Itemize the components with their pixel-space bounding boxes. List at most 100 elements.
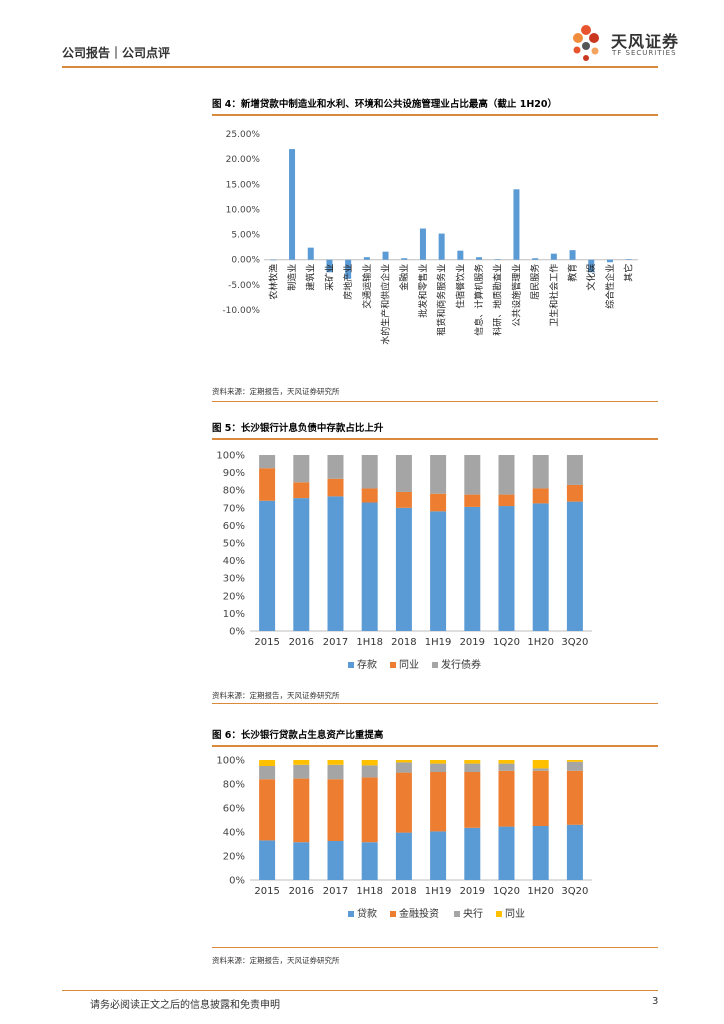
x-tick-label: 1H18 xyxy=(356,637,383,648)
bar-18 xyxy=(588,259,595,273)
bar-金融投资-2016 xyxy=(293,778,310,843)
x-tick-label: 1Q20 xyxy=(493,637,520,648)
bar-央行-1H19 xyxy=(430,763,447,772)
y-tick-label: 80% xyxy=(223,780,245,791)
bar-12 xyxy=(476,257,483,260)
bar-13 xyxy=(494,259,501,260)
bar-贷款-2015 xyxy=(259,840,276,880)
bar-存款-1H19 xyxy=(430,511,447,631)
legend-swatch-1 xyxy=(348,911,354,917)
x-tick-label: 2017 xyxy=(323,637,348,648)
bar-同业-2016 xyxy=(293,760,310,765)
x-category-label: 制造业 xyxy=(286,264,298,291)
x-category-label: 信息、计算机服务 xyxy=(473,264,485,336)
y-tick-label: 20% xyxy=(223,852,245,863)
bar-同业-2017 xyxy=(327,478,344,497)
figure-6-source: 资料来源：定期报告，天风证券研究所 xyxy=(212,956,340,965)
bar-同业-1H18 xyxy=(361,760,378,766)
bar-贷款-1H19 xyxy=(430,831,447,880)
bar-贷款-3Q20 xyxy=(566,824,583,880)
bar-发行债券-2015 xyxy=(259,455,276,469)
y-tick-label: 20% xyxy=(223,591,245,602)
x-category-label: 建筑业 xyxy=(305,264,317,291)
x-tick-label: 2017 xyxy=(323,886,348,897)
x-tick-label: 3Q20 xyxy=(561,637,588,648)
bar-金融投资-1H18 xyxy=(361,777,378,843)
bar-同业-2017 xyxy=(327,760,344,765)
figure-5-title: 图 5：长沙银行计息负债中存款占比上升 xyxy=(212,423,384,434)
legend-label-2: 同业 xyxy=(399,659,419,671)
bar-存款-2017 xyxy=(327,496,344,631)
y-tick-label: 100% xyxy=(216,756,245,767)
legend-label-3: 央行 xyxy=(463,907,483,920)
figure-6-title-line xyxy=(212,745,658,747)
bar-央行-1H20 xyxy=(532,768,549,771)
bar-央行-2018 xyxy=(395,762,412,773)
bar-发行债券-2016 xyxy=(293,455,310,483)
y-tick-label: 25.00% xyxy=(226,130,261,140)
tf-logo-icon xyxy=(573,25,599,61)
figure-5-source: 资料来源：定期报告，天风证券研究所 xyxy=(212,691,340,700)
figure-5-source-line xyxy=(212,703,658,704)
x-tick-label: 1H20 xyxy=(527,637,554,648)
bar-贷款-1H18 xyxy=(361,842,378,880)
figure-4-source-line xyxy=(212,401,658,402)
bar-央行-2017 xyxy=(327,764,344,780)
bar-6 xyxy=(363,257,370,260)
x-category-label: 居民服务 xyxy=(529,264,541,300)
bar-同业-2016 xyxy=(293,482,310,499)
legend-swatch-3 xyxy=(432,662,438,668)
bar-金融投资-1H19 xyxy=(430,772,447,832)
y-tick-label: 40% xyxy=(223,828,245,839)
x-tick-label: 1H19 xyxy=(425,886,452,897)
bar-发行债券-2017 xyxy=(327,455,344,479)
x-tick-label: 2015 xyxy=(254,637,279,648)
legend-swatch-3 xyxy=(454,911,460,917)
bar-贷款-2018 xyxy=(395,832,412,880)
page-number: 3 xyxy=(652,996,659,1007)
x-tick-label: 2018 xyxy=(391,637,416,648)
y-tick-label: -5.00% xyxy=(228,281,260,291)
bar-存款-1H20 xyxy=(532,503,549,631)
y-tick-label: 5.00% xyxy=(231,231,260,241)
bar-14 xyxy=(513,189,520,260)
bar-存款-1H18 xyxy=(361,502,378,631)
legend-label-2: 金融投资 xyxy=(399,907,439,920)
bar-同业-2019 xyxy=(464,760,481,764)
x-category-label: 科研、地质勘查业 xyxy=(492,264,504,336)
y-tick-label: 90% xyxy=(223,468,245,479)
x-tick-label: 2016 xyxy=(289,637,314,648)
y-tick-label: 0% xyxy=(229,627,245,638)
x-category-label: 交通运输业 xyxy=(361,264,373,309)
x-category-label: 农林牧渔 xyxy=(267,264,279,300)
y-tick-label: 0.00% xyxy=(231,256,260,266)
legend-label-1: 存款 xyxy=(357,658,377,671)
bar-同业-2019 xyxy=(464,494,481,507)
y-tick-label: 0% xyxy=(229,876,245,887)
bar-存款-1Q20 xyxy=(498,506,515,631)
bar-发行债券-2018 xyxy=(395,455,412,492)
bar-2 xyxy=(289,149,296,260)
bar-贷款-2016 xyxy=(293,842,310,880)
bar-央行-2015 xyxy=(259,766,276,780)
bar-央行-1H18 xyxy=(361,765,378,778)
x-category-label: 批发和零售业 xyxy=(417,264,429,318)
x-tick-label: 1H18 xyxy=(356,886,383,897)
x-category-label: 卫生和社会工作 xyxy=(548,264,560,327)
y-tick-label: 100% xyxy=(216,451,245,462)
x-category-label: 水的生产和供应企业 xyxy=(380,264,392,345)
figure-6-title: 图 6：长沙银行贷款占生息资产比重提高 xyxy=(212,730,384,741)
bar-同业-1H19 xyxy=(430,760,447,764)
bar-发行债券-2019 xyxy=(464,455,481,495)
x-tick-label: 2019 xyxy=(460,637,485,648)
bar-11 xyxy=(457,250,464,260)
legend-swatch-4 xyxy=(496,911,502,917)
figure-6-source-line xyxy=(212,947,658,948)
x-category-label: 金融业 xyxy=(398,264,410,291)
bar-同业-3Q20 xyxy=(566,484,583,502)
bar-金融投资-1Q20 xyxy=(498,770,515,827)
bar-3 xyxy=(307,247,314,260)
x-tick-label: 2018 xyxy=(391,886,416,897)
x-category-label: 采矿业 xyxy=(323,264,335,291)
bar-存款-2016 xyxy=(293,498,310,631)
